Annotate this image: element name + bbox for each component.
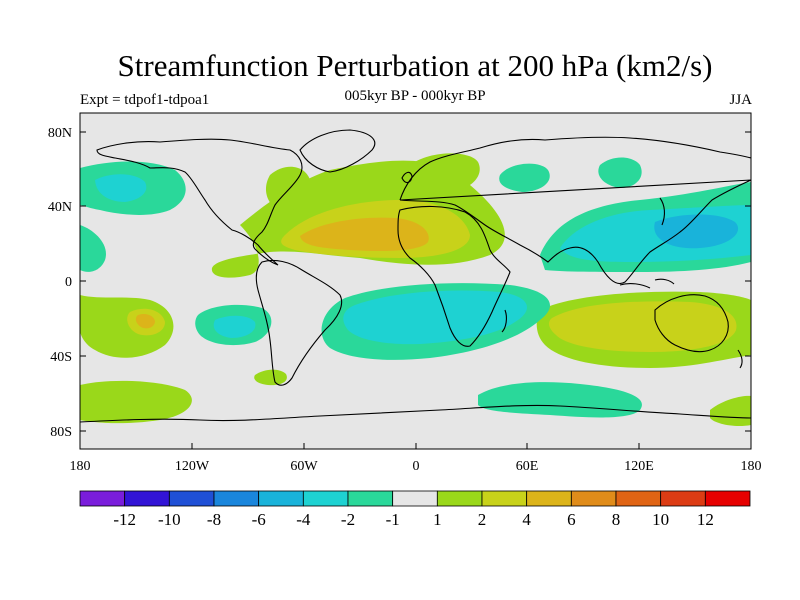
colorbar-label: 10 — [652, 510, 669, 529]
colorbar-label: -4 — [296, 510, 311, 529]
anomaly-negative — [80, 225, 106, 272]
anomaly-positive — [548, 301, 737, 352]
colorbar-swatch — [258, 490, 304, 507]
anomaly-positive — [254, 369, 287, 386]
colorbar-swatch — [392, 490, 438, 507]
coast-japan — [659, 197, 665, 226]
coast-madagascar — [501, 309, 507, 333]
colorbar-swatch — [615, 490, 662, 507]
lon-tick-label: 120E — [624, 459, 654, 474]
anomaly-positive — [409, 153, 480, 192]
coast-greenland — [299, 129, 376, 173]
colorbar-swatch — [660, 490, 706, 507]
colorbar-label: 8 — [612, 510, 621, 529]
coast-uk — [401, 171, 413, 184]
season-label: JJA — [729, 92, 752, 108]
lon-tick-label: 120W — [175, 459, 210, 474]
lat-tick-label: 40N — [48, 200, 72, 215]
colorbar-label: 4 — [522, 510, 531, 529]
colorbar-swatch — [347, 490, 394, 507]
anomaly-negative — [598, 157, 642, 188]
colorbar-swatch — [704, 490, 751, 507]
colorbar-label: 1 — [433, 510, 442, 529]
coast-europe-asia — [399, 136, 751, 284]
anomaly-positive — [710, 395, 751, 427]
colorbar-swatch — [124, 490, 170, 507]
colorbar: -12 -10 -8 -6 -4 -2 -1 1 2 4 6 8 10 12 — [79, 490, 751, 529]
colorbar-swatch — [526, 490, 572, 507]
map-panel: 80N 40N 0 40S 80S 180 120W 60W 0 60E 120E 180 — [48, 112, 762, 474]
colorbar-label: 2 — [478, 510, 487, 529]
colorbar-swatch — [213, 490, 260, 507]
anomaly-fields — [80, 153, 751, 427]
colorbar-label: 6 — [567, 510, 576, 529]
experiment-label: Expt = tdpof1-tdpoa1 — [80, 92, 210, 108]
colorbar-label: -8 — [207, 510, 221, 529]
colorbar-swatch — [168, 490, 215, 507]
colorbar-swatch — [302, 490, 349, 507]
colorbar-swatch — [481, 490, 528, 507]
colorbar-label: -2 — [341, 510, 355, 529]
coast-north-america — [96, 138, 303, 266]
lon-tick-label: 60W — [290, 459, 318, 474]
colorbar-label: -6 — [252, 510, 266, 529]
coast-antarctica — [80, 404, 751, 423]
map-title: Streamfunction Perturbation at 200 hPa (… — [117, 48, 713, 83]
lat-tick-label: 0 — [65, 275, 72, 290]
anomaly-positive — [80, 380, 192, 424]
lon-tick-label: 60E — [516, 459, 539, 474]
colorbar-label: 12 — [697, 510, 714, 529]
anomaly-positive — [300, 217, 429, 252]
colorbar-label: -12 — [113, 510, 136, 529]
lon-tick-label: 180 — [741, 459, 762, 474]
longitude-axis: 180 120W 60W 0 60E 120E 180 — [70, 443, 762, 474]
coastlines — [80, 129, 751, 423]
lat-tick-label: 80N — [48, 126, 72, 141]
latitude-axis: 80N 40N 0 40S 80S — [48, 126, 751, 440]
coast-australia — [654, 294, 729, 353]
colorbar-swatch — [570, 490, 617, 507]
coast-africa — [397, 205, 511, 347]
coast-indonesia — [619, 278, 675, 289]
anomaly-negative — [213, 315, 256, 338]
colorbar-label: -1 — [386, 510, 400, 529]
lat-tick-label: 40S — [50, 350, 72, 365]
anomaly-positive — [135, 313, 155, 329]
anomaly-negative — [343, 290, 527, 345]
colorbar-swatch — [436, 490, 483, 507]
map-subtitle: 005kyr BP - 000kyr BP — [344, 88, 486, 104]
anomaly-negative — [95, 174, 147, 202]
coast-south-america — [255, 259, 343, 386]
colorbar-swatch — [79, 490, 126, 507]
anomaly-negative — [499, 163, 550, 192]
lat-tick-label: 80S — [50, 425, 72, 440]
coast-new-zealand — [737, 349, 743, 369]
lon-tick-label: 0 — [413, 459, 420, 474]
lon-tick-label: 180 — [70, 459, 91, 474]
colorbar-label: -10 — [158, 510, 181, 529]
anomaly-negative — [654, 214, 739, 249]
